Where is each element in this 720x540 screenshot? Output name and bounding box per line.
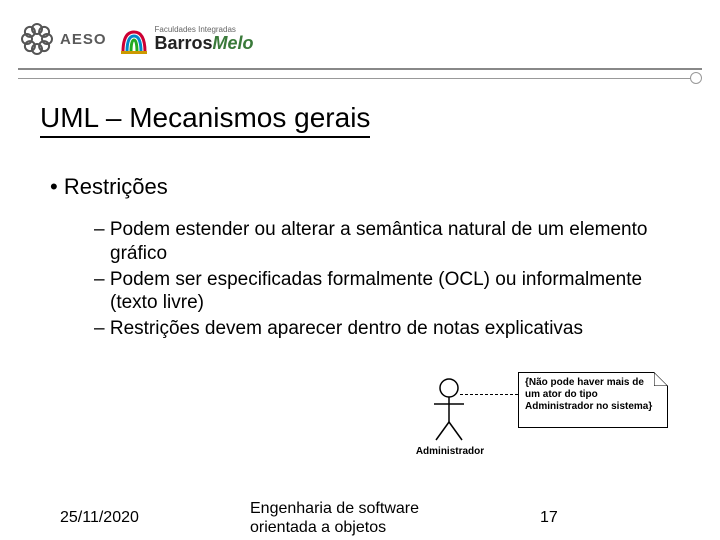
sub-bullet-list: Podem estender ou alterar a semântica na…: [94, 218, 680, 341]
barros-melo-logo: Faculdades Integradas BarrosMelo: [119, 22, 254, 56]
list-item: Restrições devem aparecer dentro de nota…: [94, 317, 680, 341]
bm-text: Faculdades Integradas BarrosMelo: [155, 26, 254, 52]
footer-date: 25/11/2020: [60, 509, 139, 527]
slide-content: UML – Mecanismos gerais Restrições Podem…: [40, 102, 690, 343]
divider-dot-icon: [690, 72, 702, 84]
uml-diagram: Administrador {Não pode haver mais de um…: [400, 372, 690, 482]
slide-title: UML – Mecanismos gerais: [40, 102, 370, 138]
uml-note: {Não pode haver mais de um ator do tipo …: [518, 372, 668, 428]
footer-title: Engenharia de software orientada a objet…: [250, 499, 480, 537]
list-item: Podem estender ou alterar a semântica na…: [94, 218, 680, 266]
list-item: Podem ser especificadas formalmente (OCL…: [94, 268, 680, 316]
note-anchor-line: [460, 394, 518, 395]
aeso-text: AESO: [60, 31, 107, 48]
bm-main-text: BarrosMelo: [155, 34, 254, 52]
section-heading: Restrições: [50, 174, 690, 200]
aeso-flower-icon: [20, 22, 54, 56]
bm-arch-icon: [119, 22, 149, 56]
uml-actor-icon: Administrador: [432, 378, 466, 449]
actor-label: Administrador: [410, 446, 490, 457]
footer-page-number: 17: [540, 509, 558, 527]
slide-header: AESO Faculdades Integradas BarrosMelo: [0, 0, 720, 70]
aeso-logo: AESO: [20, 22, 107, 56]
note-text: {Não pode haver mais de um ator do tipo …: [525, 377, 652, 412]
note-fold-icon: [654, 372, 668, 386]
header-divider: [18, 68, 702, 84]
